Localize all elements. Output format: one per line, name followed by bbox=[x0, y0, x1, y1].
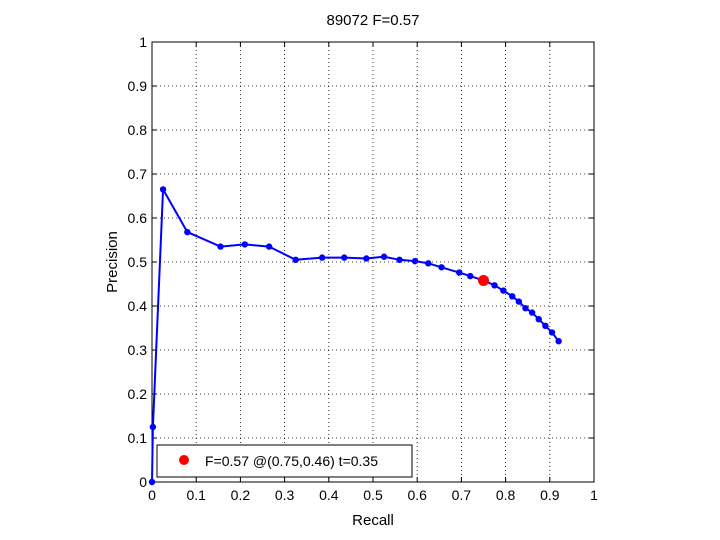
data-point bbox=[380, 253, 388, 260]
data-point bbox=[535, 316, 542, 323]
y-tick-label: 0.9 bbox=[128, 78, 148, 94]
y-tick-label: 0.2 bbox=[128, 386, 148, 402]
data-point bbox=[292, 256, 299, 263]
x-tick-label: 0.9 bbox=[540, 487, 560, 503]
y-tick-label: 0.4 bbox=[128, 298, 148, 314]
x-tick-label: 0.7 bbox=[452, 487, 472, 503]
series-layer bbox=[148, 186, 562, 486]
data-point bbox=[184, 228, 191, 236]
legend-box bbox=[156, 444, 413, 478]
data-point bbox=[411, 257, 419, 265]
best-f-point bbox=[478, 274, 489, 286]
x-tick-label: 0.5 bbox=[363, 487, 383, 503]
y-axis-label: Precision bbox=[104, 231, 121, 293]
data-point bbox=[509, 293, 516, 300]
data-point bbox=[500, 287, 507, 294]
x-tick-label: 0.4 bbox=[319, 487, 339, 503]
legend: F=0.57 @(0.75,0.46) t=0.35 bbox=[156, 444, 413, 478]
y-tick-label: 0.6 bbox=[128, 210, 148, 226]
data-point bbox=[528, 309, 536, 316]
y-tick-label: 0.8 bbox=[128, 122, 148, 138]
data-point bbox=[148, 478, 156, 486]
data-point bbox=[396, 256, 403, 263]
data-point bbox=[318, 254, 326, 261]
data-point bbox=[149, 423, 157, 431]
x-tick-label: 0 bbox=[148, 487, 156, 503]
x-tick-label: 0.3 bbox=[275, 487, 295, 503]
data-point bbox=[265, 243, 273, 250]
ticks-layer: 0 0.1 0.2 0.3 0.4 0.5 0.6 0.7 0.8 0.9 1 0 0.1 0.2 0.3 0… bbox=[128, 34, 599, 503]
data-point bbox=[438, 264, 445, 271]
data-point bbox=[555, 338, 562, 345]
data-point bbox=[542, 322, 549, 329]
y-tick-label: 0.1 bbox=[128, 430, 148, 446]
y-tick-label: 0.7 bbox=[128, 166, 148, 182]
x-tick-label: 0.1 bbox=[186, 487, 206, 503]
data-point bbox=[548, 329, 556, 336]
y-tick-label: 1 bbox=[139, 34, 147, 50]
data-point bbox=[467, 272, 474, 280]
data-point bbox=[341, 254, 348, 261]
x-tick-label: 0.8 bbox=[496, 487, 516, 503]
data-point bbox=[425, 260, 432, 267]
data-point bbox=[455, 269, 463, 276]
x-tick-label: 1 bbox=[590, 487, 598, 503]
data-point bbox=[217, 243, 224, 250]
legend-label: F=0.57 @(0.75,0.46) t=0.35 bbox=[205, 453, 378, 469]
data-point bbox=[515, 298, 523, 305]
legend-marker bbox=[179, 455, 189, 465]
data-point bbox=[363, 255, 370, 262]
y-tick-label: 0.3 bbox=[128, 342, 148, 358]
y-tick-label: 0.5 bbox=[128, 254, 148, 270]
data-point bbox=[159, 186, 167, 193]
data-point bbox=[241, 241, 249, 248]
data-point bbox=[522, 305, 529, 312]
x-axis-label: Recall bbox=[352, 512, 394, 529]
chart-title: 89072 F=0.57 bbox=[327, 12, 420, 29]
grid-layer bbox=[152, 42, 594, 482]
y-tick-label: 0 bbox=[139, 474, 147, 490]
x-tick-label: 0.2 bbox=[231, 487, 251, 503]
x-tick-label: 0.6 bbox=[407, 487, 427, 503]
data-point bbox=[491, 282, 498, 289]
